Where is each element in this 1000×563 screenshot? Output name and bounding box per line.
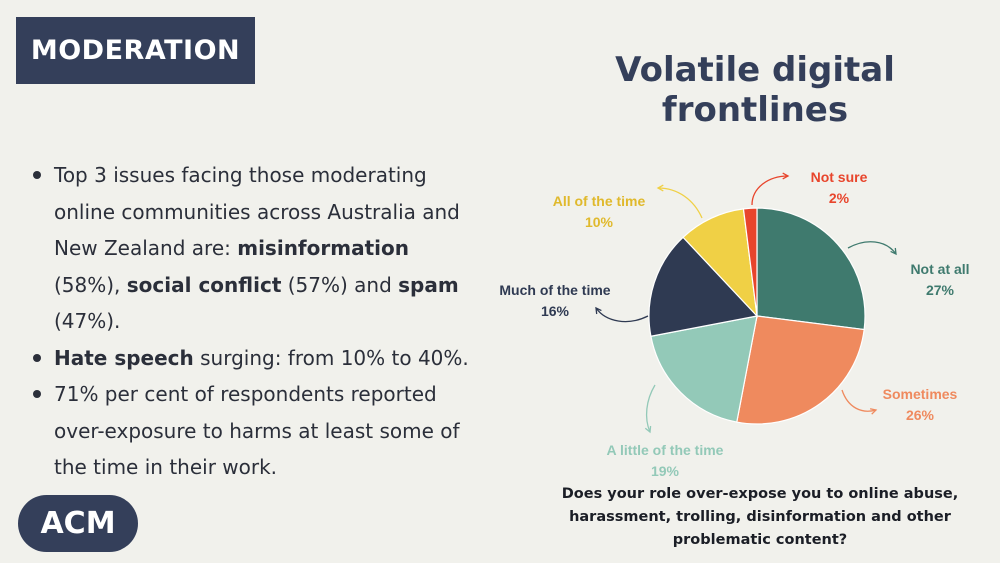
callout-arrowhead-not-at-all	[890, 247, 897, 256]
slice-value-sometimes: 26%	[906, 407, 935, 423]
callout-arrow-a-little	[645, 384, 656, 433]
callout-arrow-sometimes	[841, 389, 877, 412]
slice-label-a-little: A little of the time	[607, 442, 724, 458]
acm-logo: ACM	[18, 495, 138, 552]
pie-slice-much	[648, 236, 759, 337]
callout-arrowhead-much	[595, 306, 602, 315]
page-title: Volatile digital frontlines	[615, 50, 895, 130]
pie-slice-a-little	[650, 315, 758, 423]
slice-label-much: Much of the time	[499, 282, 610, 298]
bullet-bold-text: spam	[398, 272, 459, 297]
pie-slice-sometimes	[736, 315, 865, 425]
slice-label-all: All of the time	[553, 193, 646, 209]
bullet-text: (47%).	[54, 309, 121, 333]
slice-label-not-sure: Not sure	[811, 169, 868, 185]
pie-slice-not-sure	[742, 207, 758, 317]
bullet-text: (58%),	[54, 272, 127, 297]
slice-value-not-at-all: 27%	[926, 282, 955, 298]
bullet-text: Top 3 issues facing those moderating onl…	[54, 163, 460, 260]
bullet-item: 71% per cent of respondents reported ove…	[30, 376, 480, 486]
bullet-item: Hate speech surging: from 10% to 40%.	[30, 340, 480, 377]
section-tag: MODERATION	[16, 17, 255, 84]
bullet-item: Top 3 issues facing those moderating onl…	[30, 157, 480, 340]
bullet-text: 71% per cent of respondents reported ove…	[54, 382, 460, 479]
slice-value-not-sure: 2%	[829, 190, 850, 206]
callout-arrowhead-not-sure	[782, 172, 790, 180]
bullet-bold-text: social conflict	[126, 272, 282, 297]
callout-arrowhead-all	[656, 184, 664, 192]
callout-arrow-not-sure	[751, 175, 789, 206]
callout-arrowhead-a-little	[644, 425, 652, 434]
slice-label-sometimes: Sometimes	[883, 386, 958, 402]
bullet-text: (57%) and	[281, 272, 399, 297]
slice-value-much: 16%	[541, 303, 570, 319]
pie-slice-not-at-all	[756, 207, 866, 331]
callout-arrow-much	[595, 307, 649, 323]
slice-value-a-little: 19%	[651, 463, 680, 479]
bullet-bold-text: misinformation	[237, 236, 409, 260]
callout-arrow-all	[657, 187, 703, 219]
callout-arrow-not-at-all	[847, 241, 897, 255]
slice-label-not-at-all: Not at all	[910, 261, 969, 277]
callout-arrowhead-sometimes	[869, 408, 878, 415]
bullet-list: Top 3 issues facing those moderating onl…	[30, 157, 480, 486]
slice-value-all: 10%	[585, 214, 614, 230]
bullet-bold-text: Hate speech	[54, 345, 194, 370]
chart-caption: Does your role over-expose you to online…	[561, 486, 959, 548]
bullet-text: surging: from 10% to 40%.	[193, 345, 469, 370]
